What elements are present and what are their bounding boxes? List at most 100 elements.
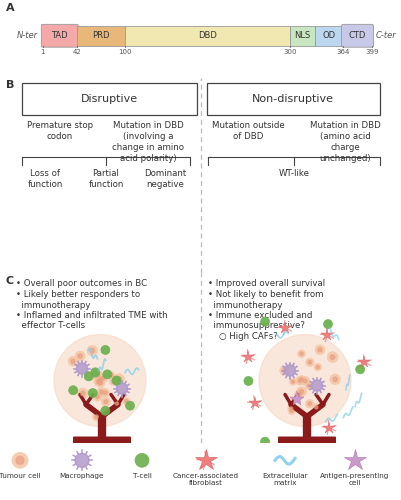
Circle shape xyxy=(91,368,99,377)
Circle shape xyxy=(124,400,128,403)
Text: Non-disruptive: Non-disruptive xyxy=(251,94,333,104)
Circle shape xyxy=(115,402,118,405)
Circle shape xyxy=(91,371,100,380)
Text: A: A xyxy=(6,3,14,13)
Circle shape xyxy=(294,390,303,399)
Text: OD: OD xyxy=(322,32,335,40)
Circle shape xyxy=(100,376,104,380)
Circle shape xyxy=(12,452,28,468)
Circle shape xyxy=(93,392,101,401)
Circle shape xyxy=(87,346,97,356)
Circle shape xyxy=(311,380,322,391)
Circle shape xyxy=(315,366,318,368)
Circle shape xyxy=(103,370,111,379)
Circle shape xyxy=(314,345,324,354)
Text: TAD: TAD xyxy=(51,32,68,40)
Text: 100: 100 xyxy=(117,48,131,54)
Text: immunotherapy: immunotherapy xyxy=(16,300,90,310)
Text: 399: 399 xyxy=(365,48,378,54)
Text: 300: 300 xyxy=(283,48,296,54)
FancyBboxPatch shape xyxy=(124,26,290,46)
Circle shape xyxy=(290,410,293,412)
Text: • Overall poor outcomes in BC: • Overall poor outcomes in BC xyxy=(16,280,147,288)
FancyBboxPatch shape xyxy=(277,436,335,446)
Circle shape xyxy=(98,382,101,384)
Circle shape xyxy=(101,397,110,406)
Circle shape xyxy=(299,352,302,356)
Circle shape xyxy=(295,376,304,385)
Circle shape xyxy=(307,360,311,364)
Circle shape xyxy=(284,365,295,376)
Circle shape xyxy=(113,374,124,384)
Circle shape xyxy=(323,320,332,328)
Circle shape xyxy=(96,387,106,397)
Text: Partial
function: Partial function xyxy=(88,168,124,188)
Circle shape xyxy=(96,380,103,386)
Circle shape xyxy=(69,386,77,395)
Text: immunotherapy: immunotherapy xyxy=(207,300,282,310)
Text: Cancer-associated
fibroblast: Cancer-associated fibroblast xyxy=(172,473,239,486)
Circle shape xyxy=(101,406,109,416)
Text: Mutation in DBD
(amino acid
charge
unchanged): Mutation in DBD (amino acid charge uncha… xyxy=(309,120,379,163)
Text: immunosuppressive?: immunosuppressive? xyxy=(207,322,304,330)
FancyBboxPatch shape xyxy=(73,436,131,446)
Circle shape xyxy=(289,378,296,386)
Circle shape xyxy=(98,378,102,382)
Circle shape xyxy=(95,415,98,418)
Text: WT-like: WT-like xyxy=(278,168,309,177)
FancyBboxPatch shape xyxy=(22,82,196,114)
Circle shape xyxy=(307,402,311,406)
Circle shape xyxy=(96,378,105,387)
Circle shape xyxy=(304,400,313,408)
Circle shape xyxy=(99,381,102,384)
Circle shape xyxy=(113,400,120,407)
Circle shape xyxy=(88,388,97,398)
Text: 1: 1 xyxy=(41,48,45,54)
Circle shape xyxy=(76,363,87,374)
Circle shape xyxy=(109,374,113,376)
Circle shape xyxy=(296,386,306,396)
Circle shape xyxy=(16,456,24,464)
Text: C-ter: C-ter xyxy=(375,32,396,40)
Circle shape xyxy=(302,379,306,383)
Circle shape xyxy=(97,374,107,384)
Circle shape xyxy=(287,407,295,414)
Circle shape xyxy=(93,378,102,386)
Circle shape xyxy=(116,383,127,394)
Circle shape xyxy=(307,384,310,388)
Circle shape xyxy=(258,334,350,426)
Circle shape xyxy=(299,378,302,380)
Text: • Improved overall survival: • Improved overall survival xyxy=(207,280,324,288)
Circle shape xyxy=(95,378,103,385)
Circle shape xyxy=(313,363,321,371)
Circle shape xyxy=(304,382,313,390)
Text: T-cell: T-cell xyxy=(132,473,151,479)
Circle shape xyxy=(260,317,269,326)
Text: ○ High CAFs?: ○ High CAFs? xyxy=(207,332,277,341)
FancyBboxPatch shape xyxy=(77,26,124,46)
Text: • Likely better responders to: • Likely better responders to xyxy=(16,290,140,299)
Circle shape xyxy=(101,346,109,354)
Circle shape xyxy=(68,356,78,366)
Text: Tumour cell: Tumour cell xyxy=(0,473,41,479)
Circle shape xyxy=(298,379,301,382)
Text: Mutation outside
of DBD: Mutation outside of DBD xyxy=(211,120,284,141)
Text: Loss of
function: Loss of function xyxy=(27,168,63,188)
Circle shape xyxy=(80,391,85,396)
Circle shape xyxy=(297,350,305,358)
Circle shape xyxy=(84,372,93,381)
Text: Premature stop
codon: Premature stop codon xyxy=(27,120,93,141)
Circle shape xyxy=(103,391,107,394)
Text: • Immune excluded and: • Immune excluded and xyxy=(207,311,312,320)
Circle shape xyxy=(99,390,103,394)
Circle shape xyxy=(289,407,292,410)
Circle shape xyxy=(111,380,115,384)
Text: Disruptive: Disruptive xyxy=(80,94,137,104)
Circle shape xyxy=(109,378,117,386)
FancyBboxPatch shape xyxy=(290,26,314,46)
Text: Macrophage: Macrophage xyxy=(60,473,104,479)
Text: Antigen-presenting
cell: Antigen-presenting cell xyxy=(320,473,389,486)
Circle shape xyxy=(71,359,75,364)
Circle shape xyxy=(312,404,320,411)
Circle shape xyxy=(135,454,149,468)
